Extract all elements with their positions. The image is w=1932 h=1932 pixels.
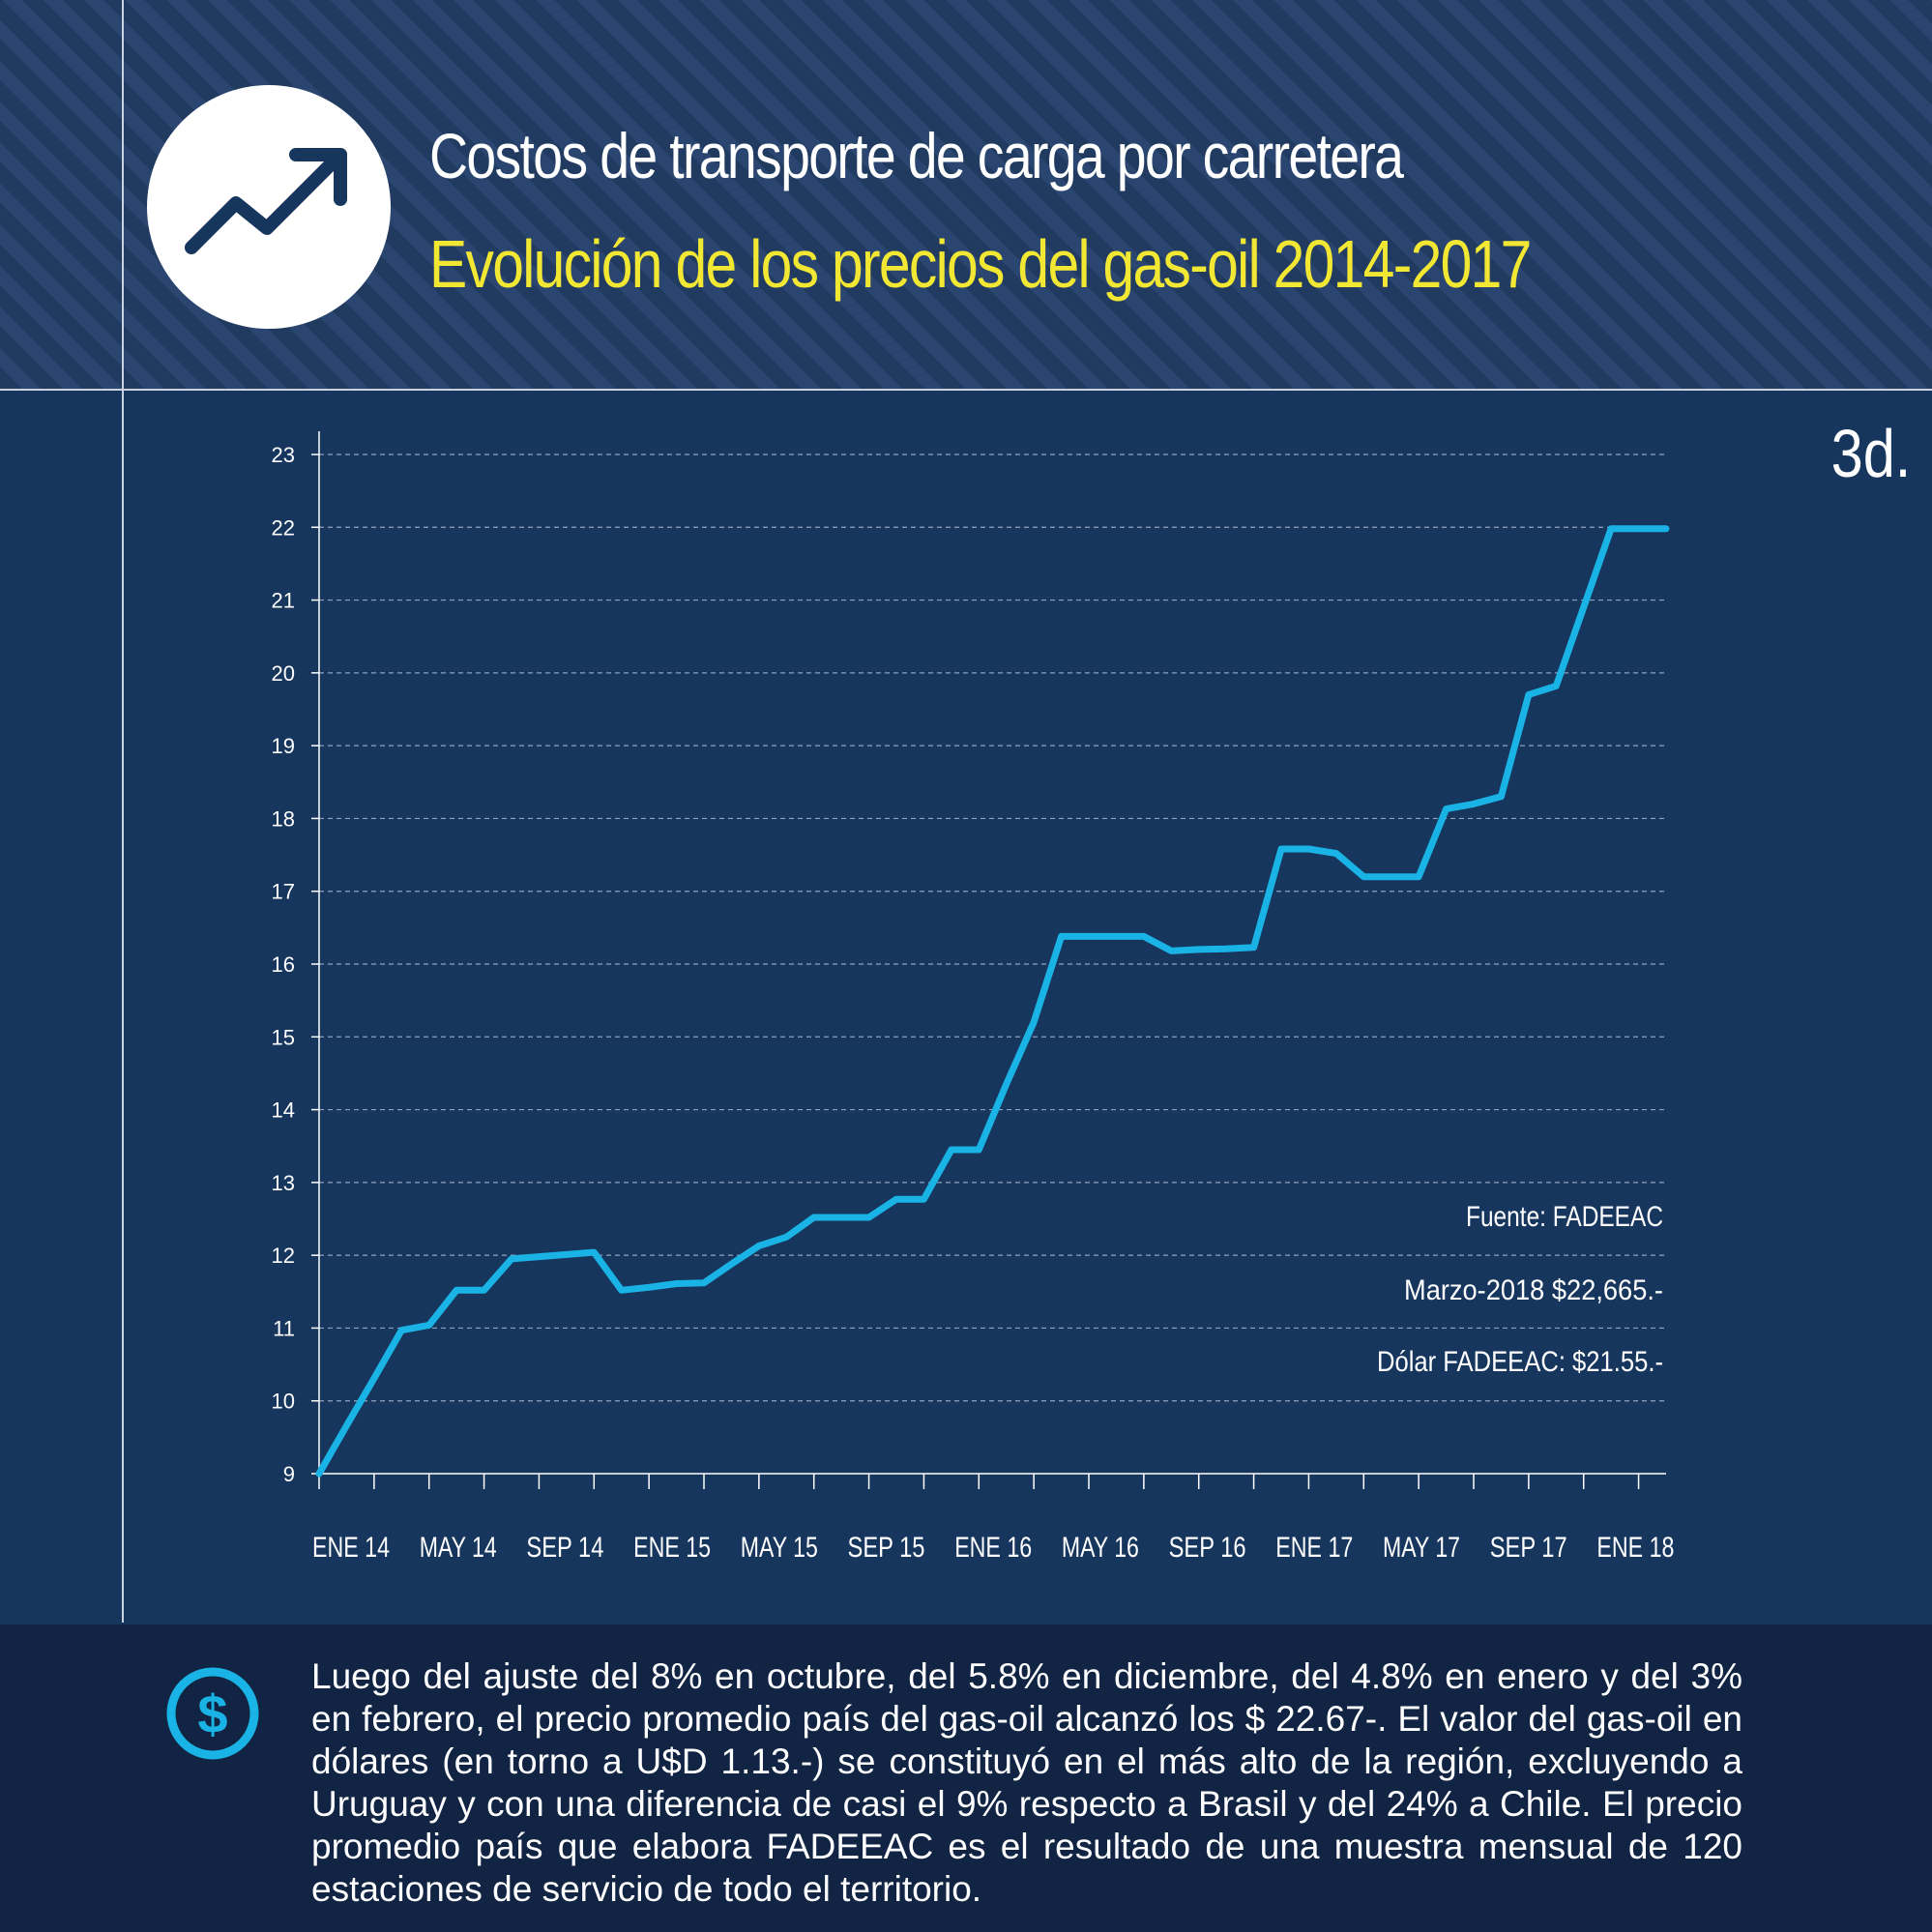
gasoil-price-chart: 9 10 11 12 13 14 15 16 17 18 19 20 21 22 23 ENE 14 MAY …: [272, 431, 1674, 1564]
horizontal-divider: [0, 389, 1932, 391]
price-line: [315, 525, 1670, 1478]
x-tick-label: SEP 15: [848, 1532, 925, 1564]
chart-annotation: Dólar FADEEAC: $21.55.-: [1377, 1346, 1663, 1378]
x-tick-label: ENE 16: [954, 1532, 1032, 1564]
x-tick-label: MAY 17: [1383, 1532, 1460, 1564]
trending-up-icon: [147, 85, 391, 329]
y-tick-label: 11: [273, 1316, 295, 1340]
y-tick-label: 13: [272, 1171, 295, 1195]
y-tick-label: 19: [272, 734, 295, 758]
y-tick-label: 14: [272, 1098, 295, 1123]
y-tick-label: 22: [272, 515, 295, 540]
panel-label: 3d.: [1830, 416, 1911, 491]
y-tick-label: 23: [272, 443, 295, 467]
x-tick-label: ENE 17: [1275, 1532, 1353, 1564]
vertical-divider: [122, 0, 124, 1623]
chart-annotation: Marzo-2018 $22,665.-: [1404, 1274, 1663, 1306]
x-tick-label: ENE 15: [633, 1532, 711, 1564]
y-tick-label: 12: [272, 1244, 295, 1268]
y-tick-label: 17: [272, 880, 295, 904]
x-tick-label: MAY 16: [1062, 1532, 1139, 1564]
x-tick-label: SEP 17: [1490, 1532, 1567, 1564]
x-tick-label: MAY 14: [420, 1532, 497, 1564]
y-tick-label: 16: [272, 952, 295, 977]
y-tick-label: 21: [272, 589, 295, 613]
x-tick-label: MAY 15: [741, 1532, 818, 1564]
header-band: [0, 0, 1932, 389]
x-tick-label: SEP 16: [1169, 1532, 1246, 1564]
dollar-icon: $: [164, 1665, 261, 1762]
x-tick-label: ENE 14: [312, 1532, 390, 1564]
footer-text: Luego del ajuste del 8% en octubre, del …: [311, 1656, 1742, 1909]
y-tick-label: 9: [283, 1462, 295, 1486]
y-tick-label: 20: [272, 661, 295, 686]
footer-band: [0, 1625, 1932, 1932]
chart-subtitle: Evolución de los precios del gas-oil 201…: [429, 226, 1532, 302]
svg-text:$: $: [197, 1683, 227, 1744]
y-tick-label: 15: [272, 1025, 295, 1049]
x-tick-label: ENE 18: [1596, 1532, 1674, 1564]
y-tick-label: 18: [272, 806, 295, 831]
chart-annotation: Fuente: FADEEAC: [1466, 1201, 1663, 1233]
y-tick-label: 10: [272, 1390, 295, 1414]
x-tick-label: SEP 14: [526, 1532, 603, 1564]
page-title: Costos de transporte de carga por carret…: [429, 120, 1404, 191]
